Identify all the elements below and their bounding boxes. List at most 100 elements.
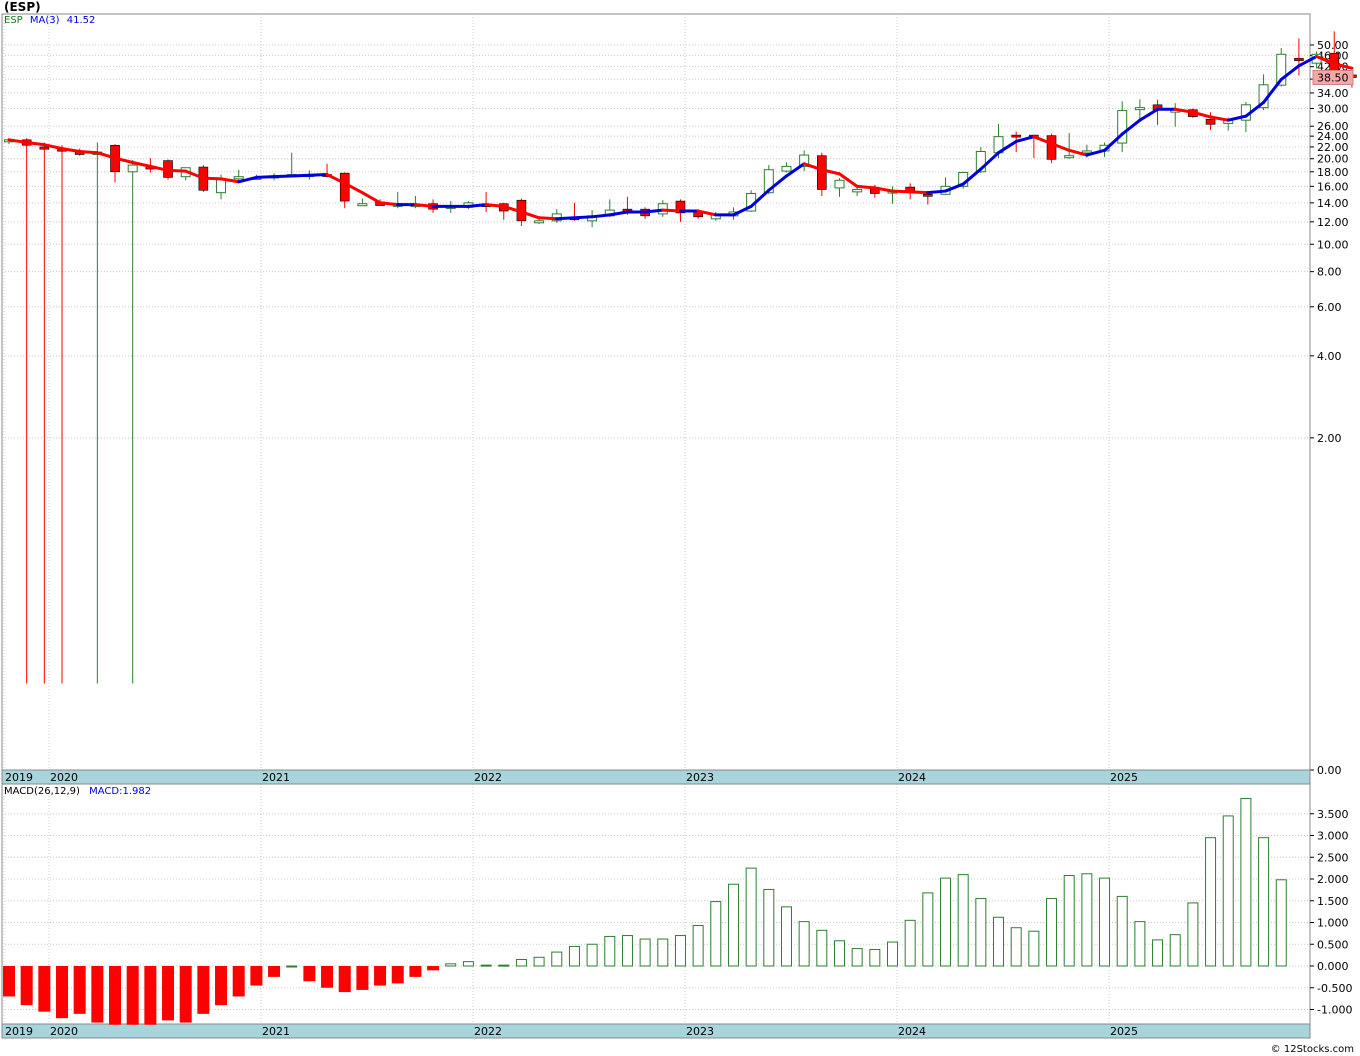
macd-bar: [409, 966, 422, 977]
price-tick-label: 34.00: [1317, 87, 1349, 100]
ma-segment: [555, 216, 576, 221]
macd-legend-value: MACD:1.982: [89, 786, 152, 797]
macd-bar: [833, 940, 845, 967]
ma-segment: [961, 167, 983, 186]
credit-text: © 12Stocks.com: [1270, 1044, 1354, 1055]
candle-body: [1134, 107, 1145, 111]
price-legend: ESP MA(3) 41.52: [4, 15, 95, 26]
candle-body: [1011, 134, 1021, 138]
macd-bar: [338, 966, 351, 993]
year-label: 2023: [686, 771, 714, 784]
year-label: 2020: [50, 771, 78, 784]
macd-bar: [745, 867, 757, 967]
price-tick-label: 12.00: [1317, 216, 1349, 229]
ma-segment: [1226, 114, 1248, 122]
macd-bar: [391, 966, 404, 984]
candle-body: [1064, 155, 1075, 159]
macd-bar: [215, 966, 228, 1006]
macd-bar: [1275, 879, 1287, 967]
ma-segment: [25, 141, 46, 147]
macd-bar: [1028, 930, 1040, 967]
ma-segment: [1262, 77, 1283, 104]
macd-bar: [1169, 934, 1181, 967]
price-tick-label: 50.00: [1317, 39, 1349, 52]
candle-body: [817, 155, 827, 190]
price-tick-label: 6.00: [1317, 301, 1342, 314]
macd-bar: [498, 964, 510, 967]
candle-body: [39, 146, 50, 150]
ma-segment: [749, 188, 771, 208]
candle-body: [1046, 135, 1057, 160]
candle-body: [127, 164, 138, 173]
year-label: 2025: [1110, 1025, 1138, 1038]
candle-body: [834, 179, 845, 189]
ma-segment: [1297, 54, 1319, 68]
year-label: 2021: [262, 1025, 290, 1038]
macd-bar: [427, 966, 440, 971]
ma-segment: [237, 175, 258, 184]
ma-segment: [413, 203, 435, 208]
price-tick-label: 22.00: [1317, 141, 1349, 154]
ma-segment: [802, 162, 824, 172]
ma-segment: [42, 143, 64, 151]
candle-body: [1276, 53, 1287, 86]
macd-tick-label: 0.500: [1317, 938, 1349, 951]
macd-bar: [816, 929, 828, 967]
macd-bar: [798, 921, 810, 967]
candle-body: [357, 203, 368, 207]
macd-bar: [1134, 921, 1146, 967]
ma-segment: [572, 215, 594, 220]
ma-segment: [1315, 54, 1336, 66]
ma-segment: [855, 184, 877, 190]
price-tick-label: 10.00: [1317, 238, 1349, 251]
candle-body: [675, 200, 686, 214]
ma-segment: [537, 216, 559, 221]
macd-bar: [1187, 902, 1199, 967]
chart-title: (ESP): [4, 0, 41, 14]
macd-bar: [1099, 877, 1111, 967]
ma-segment: [820, 168, 841, 176]
ma-segment: [1244, 100, 1266, 118]
macd-bar: [710, 901, 722, 967]
ma-segment: [891, 189, 912, 194]
macd-tick-label: 2.500: [1317, 851, 1349, 864]
ma-segment: [608, 210, 629, 217]
legend-ma-label: MA(3): [29, 15, 60, 26]
legend-ma-value: 41.52: [66, 15, 96, 26]
macd-bar: [268, 966, 281, 977]
year-label: 2024: [898, 1025, 926, 1038]
ma-segment: [837, 172, 859, 188]
ma-segment: [1032, 135, 1054, 146]
price-tick-label: 2.00: [1317, 432, 1342, 445]
macd-bar: [1063, 875, 1075, 967]
last-price-label: 38.50: [1317, 71, 1349, 84]
year-label: 2021: [262, 771, 290, 784]
macd-bar: [109, 966, 122, 1025]
macd-bar: [1010, 927, 1022, 967]
ma-segment: [1332, 62, 1354, 70]
macd-bar: [1205, 837, 1217, 967]
price-tick-label: 0.00: [1317, 764, 1342, 777]
ma-segment: [502, 204, 523, 214]
ma-segment: [1191, 110, 1213, 119]
price-tick-label: 20.00: [1317, 153, 1349, 166]
ma-segment: [1138, 107, 1160, 122]
ma-segment: [1279, 64, 1301, 81]
ma-segment: [484, 203, 506, 208]
macd-bar: [250, 966, 263, 986]
macd-bar: [692, 925, 704, 967]
ma-segment: [767, 174, 788, 192]
macd-bar: [321, 966, 334, 988]
ma-segment: [1014, 135, 1036, 143]
year-label: 2020: [50, 1025, 78, 1038]
candle-body: [799, 154, 810, 167]
macd-bar: [604, 935, 616, 967]
macd-bar: [993, 916, 1005, 967]
ma-segment: [7, 138, 29, 145]
candle-body: [339, 172, 350, 202]
ma-segment: [113, 156, 135, 165]
macd-bar: [374, 966, 387, 986]
year-axis-band-bottom: [1, 1023, 1311, 1039]
ma-segment: [979, 151, 1001, 171]
macd-bar: [179, 966, 192, 1023]
